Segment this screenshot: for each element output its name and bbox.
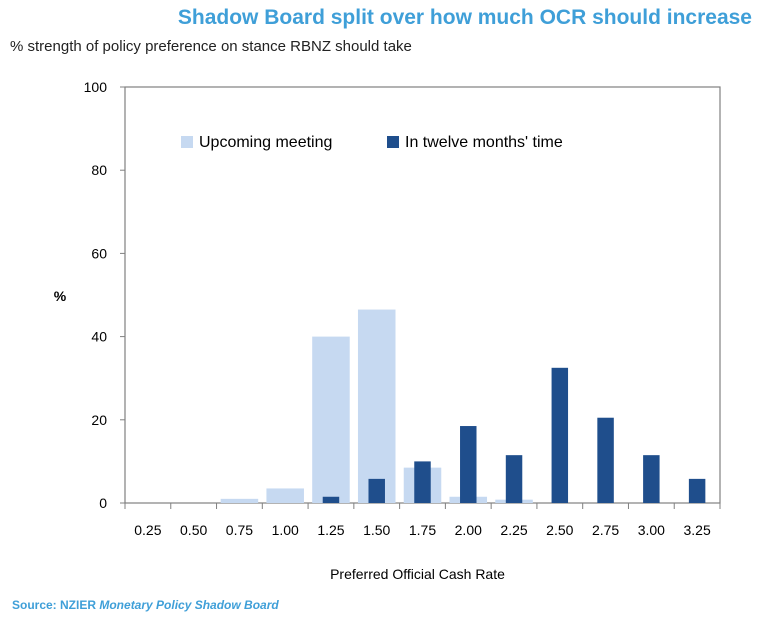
x-tick-label: 0.50 [180,522,207,538]
x-tick-label: 2.00 [455,522,482,538]
bar-upcoming-meeting [357,309,396,503]
x-tick-label: 2.25 [500,522,527,538]
x-tick-label: 1.75 [409,522,436,538]
x-tick-label: 1.25 [317,522,344,538]
x-tick-label: 1.00 [272,522,299,538]
bar-upcoming-meeting [220,498,259,503]
y-tick-label: 80 [91,162,107,178]
source-prefix: Source: NZIER [12,598,100,612]
x-tick-label: 2.75 [592,522,619,538]
bar-twelve-months [505,455,523,503]
x-tick-label: 0.25 [134,522,161,538]
x-tick-label: 2.50 [546,522,573,538]
source-name: Monetary Policy Shadow Board [99,598,279,612]
y-tick-label: 0 [99,495,107,511]
x-tick-label: 3.25 [683,522,710,538]
bar-twelve-months [368,478,385,503]
x-tick-label: 1.50 [363,522,390,538]
bar-upcoming-meeting [266,488,304,503]
x-tick-label: 0.75 [226,522,253,538]
bar-twelve-months [688,478,706,503]
source-note: Source: NZIER Monetary Policy Shadow Boa… [12,598,279,612]
bar-twelve-months [551,367,569,503]
bar-twelve-months [597,417,614,503]
y-axis-label: % [54,288,67,304]
chart-subtitle: % strength of policy preference on stanc… [10,38,412,55]
legend-swatch-upcoming [181,136,193,148]
y-tick-label: 100 [84,79,108,95]
bar-upcoming-meeting [312,336,350,503]
chart-title: Shadow Board split over how much OCR sho… [177,6,752,29]
bar-twelve-months [460,426,477,503]
legend-label-upcoming: Upcoming meeting [199,134,332,151]
x-axis-label: Preferred Official Cash Rate [330,566,505,582]
y-tick-label: 40 [91,329,107,345]
legend-label-twelve-months: In twelve months' time [405,134,563,151]
y-tick-label: 20 [91,412,107,428]
bar-twelve-months [414,461,431,503]
bar-twelve-months [643,455,660,503]
legend-swatch-twelve-months [387,136,399,148]
bar-twelve-months [322,496,340,503]
y-tick-label: 60 [91,245,107,261]
x-tick-label: 3.00 [638,522,665,538]
